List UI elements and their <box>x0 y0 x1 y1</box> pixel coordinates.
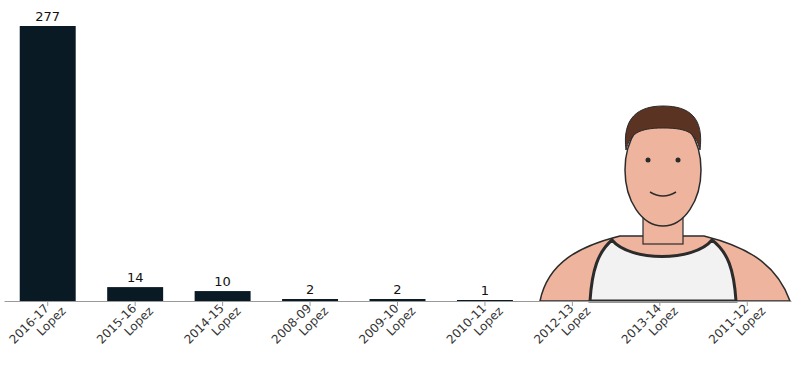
tick-mark <box>659 301 660 306</box>
tick: 2014-15Lopez <box>181 294 243 356</box>
data-label: 277 <box>35 9 60 24</box>
bar <box>282 299 338 301</box>
tick-mark <box>397 301 398 306</box>
tick-label: 2008-09Lopez <box>269 294 331 356</box>
bar <box>457 300 513 301</box>
player-portrait <box>540 106 790 301</box>
tick-label-line: Lopez <box>121 304 156 339</box>
tick-mark <box>47 301 48 306</box>
tick-mark <box>484 301 485 306</box>
tick-label-line: Lopez <box>559 304 594 339</box>
tick-label: 2009-10Lopez <box>356 294 418 356</box>
tick: 2009-10Lopez <box>356 294 418 356</box>
portrait-shoulders <box>540 236 790 301</box>
bar <box>20 26 76 301</box>
tick-label: 2013-14Lopez <box>619 294 681 356</box>
portrait-eye <box>646 158 651 163</box>
data-label: 2 <box>393 282 401 297</box>
portrait-eye <box>676 158 681 163</box>
tick: 2008-09Lopez <box>269 294 331 356</box>
tick-label-line: Lopez <box>296 304 331 339</box>
tick-label: 2015-16Lopez <box>94 294 156 356</box>
tick: 2010-11Lopez <box>444 294 506 356</box>
tick-label: 2014-15Lopez <box>181 294 243 356</box>
tick-label: 2012-13Lopez <box>531 294 593 356</box>
tick-label-line: Lopez <box>34 304 69 339</box>
portrait-jersey <box>590 240 736 301</box>
data-labels: 277 14 10 2 2 1 <box>35 9 489 298</box>
x-axis: 2016-17Lopez 2015-16Lopez 2014-15Lopez 2008… <box>5 294 792 356</box>
tick-label-line: Lopez <box>209 304 244 339</box>
data-label: 2 <box>306 282 314 297</box>
data-label: 14 <box>127 270 144 285</box>
tick-mark <box>747 301 748 306</box>
tick-label: 2010-11Lopez <box>444 294 506 356</box>
tick-mark <box>310 301 311 306</box>
bar <box>195 291 251 301</box>
bar <box>370 299 426 301</box>
tick-mark <box>135 301 136 306</box>
tick: 2011-12Lopez <box>706 294 768 356</box>
portrait-mouth <box>650 192 676 196</box>
tick: 2013-14Lopez <box>619 294 681 356</box>
chart: 277 14 10 2 2 1 2016-17Lopez 2015-16Lopez 2014-1… <box>0 0 800 373</box>
tick-label: 2011-12Lopez <box>706 294 768 356</box>
bars <box>20 26 513 301</box>
tick-label: 2016-17Lopez <box>6 294 68 356</box>
bar <box>107 287 163 301</box>
tick-label-line: Lopez <box>646 304 681 339</box>
tick-mark <box>222 301 223 306</box>
tick-label-line: Lopez <box>471 304 506 339</box>
data-label: 1 <box>481 283 489 298</box>
tick-label-line: Lopez <box>384 304 419 339</box>
tick: 2012-13Lopez <box>531 294 593 356</box>
tick: 2016-17Lopez <box>6 294 68 356</box>
tick-label-line: Lopez <box>733 304 768 339</box>
tick-mark <box>572 301 573 306</box>
tick: 2015-16Lopez <box>94 294 156 356</box>
data-label: 10 <box>214 274 231 289</box>
portrait-hair <box>625 106 700 150</box>
